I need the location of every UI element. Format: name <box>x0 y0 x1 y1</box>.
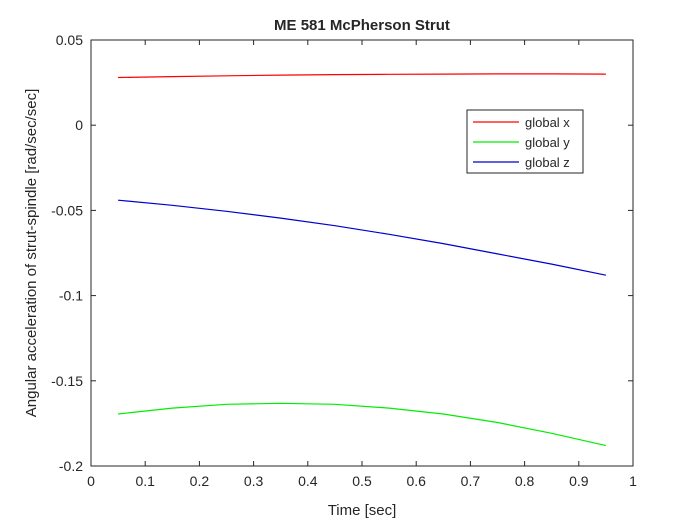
series-line-global-z <box>118 199 607 276</box>
x-tick-label: 0.2 <box>190 473 210 489</box>
x-axis-label: Time [sec] <box>328 502 397 519</box>
series-layer <box>118 73 607 447</box>
series-line-global-x <box>118 73 606 79</box>
x-tick-label: 0.7 <box>461 473 481 489</box>
y-tick-label: 0 <box>75 117 83 133</box>
legend-label: global y <box>525 135 570 150</box>
x-tick-label: 1 <box>629 473 637 489</box>
plot-area <box>91 40 633 466</box>
y-tick-label: -0.1 <box>59 288 83 304</box>
y-tick-label: -0.2 <box>59 458 83 474</box>
y-tick-label: -0.05 <box>51 202 83 218</box>
y-axis-ticks: 0.05 0 -0.05 -0.1 -0.15 -0.2 <box>51 32 633 474</box>
x-tick-label: 0.3 <box>244 473 264 489</box>
legend-label: global z <box>525 155 570 170</box>
legend-label: global x <box>525 115 570 130</box>
series-line-global-y <box>118 402 607 447</box>
x-tick-label: 0 <box>87 473 95 489</box>
chart-title: ME 581 McPherson Strut <box>274 17 450 34</box>
y-axis-label: Angular acceleration of strut-spindle [r… <box>23 89 40 418</box>
x-tick-label: 0.1 <box>135 473 155 489</box>
x-tick-label: 0.6 <box>406 473 426 489</box>
x-tick-label: 0.9 <box>569 473 589 489</box>
y-tick-label: 0.05 <box>56 32 83 48</box>
x-tick-label: 0.8 <box>515 473 535 489</box>
x-tick-label: 0.4 <box>298 473 318 489</box>
x-tick-label: 0.5 <box>352 473 372 489</box>
legend: global x global y global z <box>466 109 584 174</box>
x-axis-ticks: 0 0.1 0.2 0.3 0.4 0.5 0.6 0.7 0.8 0.9 1 <box>87 40 637 489</box>
y-tick-label: -0.15 <box>51 373 83 389</box>
